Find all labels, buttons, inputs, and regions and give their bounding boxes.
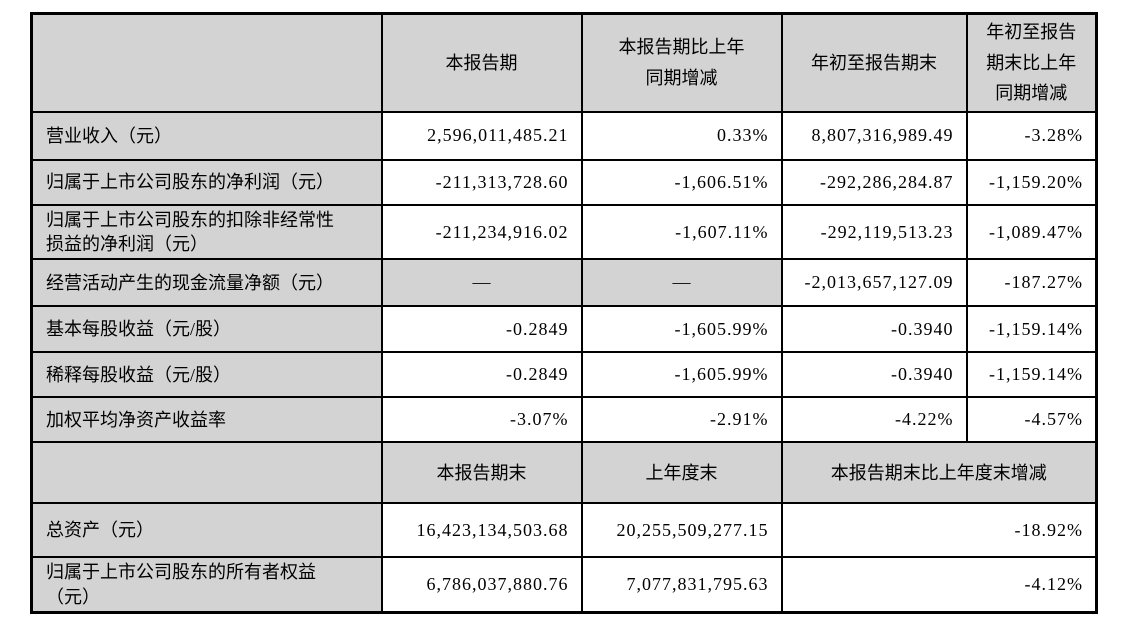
value-cell: -0.3940: [780, 351, 968, 399]
value-cell: 6,786,037,880.76: [380, 556, 583, 614]
row-label: 归属于上市公司股东的净利润（元）: [30, 158, 383, 206]
header-end-vs-prev-change: 本报告期末比上年度末增减: [780, 441, 1098, 505]
value-cell: -2,013,657,127.09: [780, 258, 968, 308]
value-cell: -3.07%: [380, 396, 583, 444]
table-row: 营业收入（元） 2,596,011,485.21 0.33% 8,807,316…: [30, 110, 1098, 161]
header-ytd: 年初至报告期末: [780, 12, 968, 113]
header-row-balance: 本报告期末 上年度末 本报告期末比上年度末增减: [30, 441, 1098, 505]
value-cell: 2,596,011,485.21: [380, 110, 583, 161]
value-cell: -1,605.99%: [580, 305, 783, 354]
financial-summary-section: 本报告期 本报告期比上年 同期增减 年初至报告期末 年初至报告 期末比上年 同期…: [30, 12, 1098, 614]
value-cell: -4.12%: [780, 556, 1098, 614]
value-cell: -292,119,513.23: [780, 203, 968, 261]
value-cell: -292,286,284.87: [780, 158, 968, 206]
table-row: 加权平均净资产收益率 -3.07% -2.91% -4.22% -4.57%: [30, 396, 1098, 444]
header-yoy-change: 本报告期比上年 同期增减: [580, 12, 783, 113]
corner-blank-cell: [30, 441, 383, 505]
table-row: 归属于上市公司股东的所有者权益 （元） 6,786,037,880.76 7,0…: [30, 556, 1098, 614]
value-cell: -211,313,728.60: [380, 158, 583, 206]
row-label: 基本每股收益（元/股）: [30, 305, 383, 354]
row-label: 归属于上市公司股东的所有者权益 （元）: [30, 556, 383, 614]
header-row-period: 本报告期 本报告期比上年 同期增减 年初至报告期末 年初至报告 期末比上年 同期…: [30, 12, 1098, 113]
value-cell: -0.3940: [780, 305, 968, 354]
value-cell: 8,807,316,989.49: [780, 110, 968, 161]
value-cell: -1,605.99%: [580, 351, 783, 399]
table-row: 归属于上市公司股东的净利润（元） -211,313,728.60 -1,606.…: [30, 158, 1098, 206]
value-cell: -1,159.14%: [965, 351, 1098, 399]
row-label: 总资产（元）: [30, 502, 383, 559]
value-cell: -0.2849: [380, 305, 583, 354]
dash-cell: —: [580, 258, 783, 308]
header-prev-year-end: 上年度末: [580, 441, 783, 505]
value-cell: -1,607.11%: [580, 203, 783, 261]
row-label: 归属于上市公司股东的扣除非经常性 损益的净利润（元）: [30, 203, 383, 261]
row-label: 营业收入（元）: [30, 110, 383, 161]
value-cell: 20,255,509,277.15: [580, 502, 783, 559]
corner-blank-cell: [30, 12, 383, 113]
header-period-end: 本报告期末: [380, 441, 583, 505]
value-cell: -18.92%: [780, 502, 1098, 559]
value-cell: -2.91%: [580, 396, 783, 444]
header-ytd-yoy-change: 年初至报告 期末比上年 同期增减: [965, 12, 1098, 113]
table-row: 归属于上市公司股东的扣除非经常性 损益的净利润（元） -211,234,916.…: [30, 203, 1098, 261]
value-cell: 7,077,831,795.63: [580, 556, 783, 614]
row-label: 加权平均净资产收益率: [30, 396, 383, 444]
value-cell: 16,423,134,503.68: [380, 502, 583, 559]
value-cell: -211,234,916.02: [380, 203, 583, 261]
value-cell: 0.33%: [580, 110, 783, 161]
table-row: 总资产（元） 16,423,134,503.68 20,255,509,277.…: [30, 502, 1098, 559]
value-cell: -0.2849: [380, 351, 583, 399]
value-cell: -4.22%: [780, 396, 968, 444]
value-cell: -1,159.20%: [965, 158, 1098, 206]
value-cell: -4.57%: [965, 396, 1098, 444]
value-cell: -1,606.51%: [580, 158, 783, 206]
value-cell: -3.28%: [965, 110, 1098, 161]
table-row: 稀释每股收益（元/股） -0.2849 -1,605.99% -0.3940 -…: [30, 351, 1098, 399]
value-cell: -187.27%: [965, 258, 1098, 308]
value-cell: -1,089.47%: [965, 203, 1098, 261]
table-row: 基本每股收益（元/股） -0.2849 -1,605.99% -0.3940 -…: [30, 305, 1098, 354]
row-label: 经营活动产生的现金流量净额（元）: [30, 258, 383, 308]
row-label: 稀释每股收益（元/股）: [30, 351, 383, 399]
financial-summary-table: 本报告期 本报告期比上年 同期增减 年初至报告期末 年初至报告 期末比上年 同期…: [30, 12, 1098, 614]
dash-cell: —: [380, 258, 583, 308]
value-cell: -1,159.14%: [965, 305, 1098, 354]
header-current-period: 本报告期: [380, 12, 583, 113]
table-row: 经营活动产生的现金流量净额（元） — — -2,013,657,127.09 -…: [30, 258, 1098, 308]
